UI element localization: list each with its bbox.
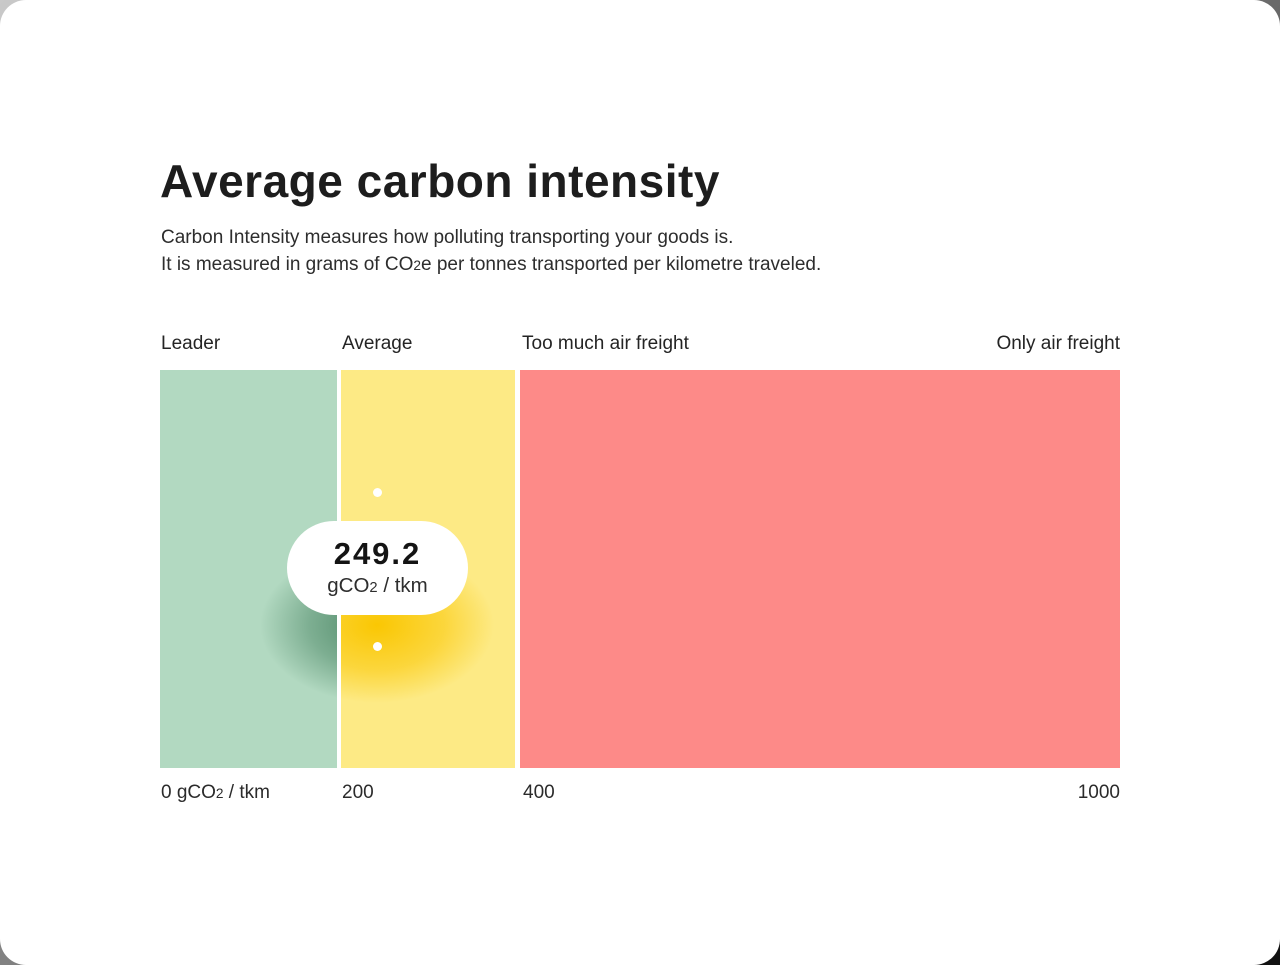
badge-value: 249.2 (333, 535, 422, 571)
description-line-2: It is measured in grams of CO2e per tonn… (161, 254, 822, 275)
co2-subscript: 2 (215, 786, 224, 801)
zone-label-too-much-air-freight: Too much air freight (522, 333, 689, 354)
zone-label-only-air-freight: Only air freight (996, 333, 1120, 354)
co2-subscript: 2 (413, 258, 421, 273)
axis-tick-0: 0 gCO2 / tkm (161, 782, 270, 803)
marker-dot-bottom (373, 642, 382, 651)
chart-description: Carbon Intensity measures how polluting … (161, 224, 821, 279)
axis-tick-1000: 1000 (1077, 782, 1120, 803)
value-badge: 249.2 gCO2 / tkm (287, 521, 468, 615)
band-too-much-air-freight (520, 370, 1120, 768)
axis-tick-400: 400 (523, 782, 555, 803)
co2-subscript: 2 (369, 579, 378, 596)
marker-dot-top (373, 488, 382, 497)
axis-tick-200: 200 (342, 782, 374, 803)
badge-unit: gCO2 / tkm (327, 573, 428, 597)
page-title: Average carbon intensity (160, 155, 720, 207)
zone-label-leader: Leader (161, 333, 221, 354)
description-line-1: Carbon Intensity measures how polluting … (161, 227, 734, 248)
zone-label-average: Average (342, 333, 413, 354)
